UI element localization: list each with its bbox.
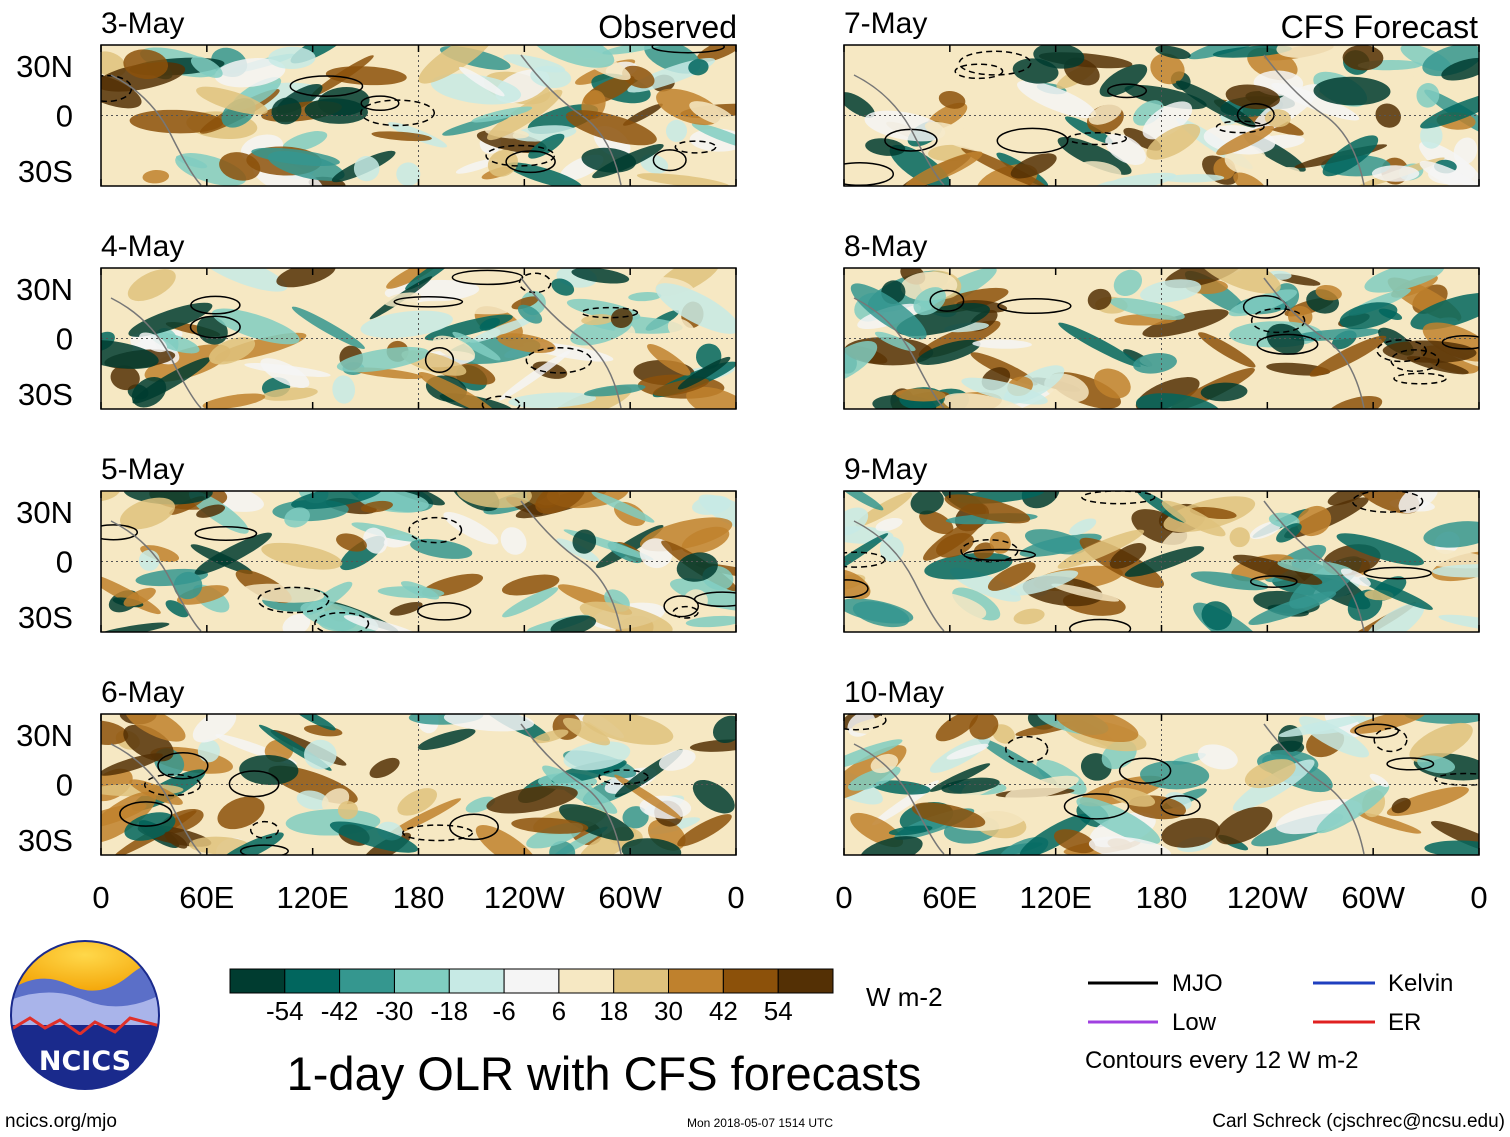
colorbar-swatch <box>284 968 341 994</box>
y-tick-label: 0 <box>56 322 73 357</box>
x-tick-label: 60W <box>1341 880 1405 915</box>
map-panel-4-May: 4-May 30N 0 30S <box>16 230 737 412</box>
legend-label-er: ER <box>1388 1009 1421 1036</box>
x-tick-label: 120W <box>484 880 566 915</box>
colorbar-tick-label: -30 <box>376 996 414 1026</box>
y-tick-label: 0 <box>56 768 73 803</box>
y-tick-label: 30N <box>16 718 73 753</box>
contour-legend: MJO Kelvin Low ER Contours every 12 W m-… <box>1085 970 1453 1074</box>
y-tick-label: 30N <box>16 495 73 530</box>
forecast-column-header: CFS Forecast <box>1281 9 1478 45</box>
ncics-logo: NCICS <box>10 940 160 1090</box>
y-tick-label: 30S <box>18 154 73 189</box>
x-tick-label: 0 <box>92 880 109 915</box>
colorbar-tick-label: 6 <box>552 996 566 1026</box>
colorbar-tick-label: 42 <box>709 996 738 1026</box>
colorbar-tick-label: -54 <box>266 996 304 1026</box>
x-tick-label: 0 <box>835 880 852 915</box>
colorbar-tick-label: 30 <box>654 996 683 1026</box>
panel-date-label: 10-May <box>844 676 944 709</box>
footer-website: ncics.org/mjo <box>5 1111 117 1132</box>
map-panel-3-May: 3-May 30N 0 30S <box>16 7 737 189</box>
panel-date-label: 3-May <box>101 7 184 40</box>
contour-note: Contours every 12 W m-2 <box>1085 1047 1358 1074</box>
colorbar-tick-label: -18 <box>431 996 469 1026</box>
map-panel-5-May: 5-May 30N 0 30S <box>16 453 737 635</box>
panel-date-label: 9-May <box>844 453 927 486</box>
map-panel-7-May: 7-May <box>843 7 1480 187</box>
legend-label-low: Low <box>1172 1009 1217 1036</box>
x-tick-label: 60E <box>922 880 977 915</box>
map-panel-9-May: 9-May <box>843 453 1480 633</box>
y-tick-label: 30S <box>18 823 73 858</box>
y-tick-label: 30N <box>16 272 73 307</box>
x-tick-label: 60W <box>598 880 662 915</box>
x-tick-label: 0 <box>1470 880 1487 915</box>
footer-timestamp: Mon 2018-05-07 1514 UTC <box>687 1116 833 1130</box>
x-tick-label: 0 <box>727 880 744 915</box>
legend-label-kelvin: Kelvin <box>1388 970 1453 997</box>
logo-text: NCICS <box>39 1046 131 1077</box>
chart-title: 1-day OLR with CFS forecasts <box>287 1047 922 1100</box>
x-tick-label: 60E <box>179 880 234 915</box>
x-tick-label: 120W <box>1227 880 1309 915</box>
colorbar-tick-label: 18 <box>599 996 628 1026</box>
panel-date-label: 7-May <box>844 7 927 40</box>
map-panel-10-May: 10-May <box>843 676 1480 856</box>
footer-credit: Carl Schreck (cjschrec@ncsu.edu) <box>1212 1111 1505 1132</box>
colorbar-swatch <box>448 968 505 994</box>
map-panel-8-May: 8-May <box>843 230 1480 410</box>
y-tick-label: 30S <box>18 377 73 412</box>
map-panel-6-May: 6-May 30N 0 30S <box>16 676 737 858</box>
panel-date-label: 5-May <box>101 453 184 486</box>
colorbar-swatch <box>339 968 395 994</box>
x-tick-label: 180 <box>1136 880 1188 915</box>
x-tick-label: 120E <box>276 880 348 915</box>
colorbar-units: W m-2 <box>866 982 943 1012</box>
legend-label-mjo: MJO <box>1172 970 1223 997</box>
x-axis-tick-labels: 0 60E 120E 180 120W 60W 0 0 60E 120E 180 120W 60W 0 <box>92 880 1487 915</box>
y-tick-label: 30N <box>16 49 73 84</box>
y-tick-label: 30S <box>18 600 73 635</box>
colorbar-tick-label: -42 <box>321 996 359 1026</box>
colorbar-tick-label: 54 <box>764 996 793 1026</box>
observed-column-header: Observed <box>598 9 737 45</box>
colorbar-swatch <box>668 968 724 994</box>
y-tick-label: 0 <box>56 99 73 134</box>
colorbar-swatch <box>394 968 450 994</box>
colorbar-tick-label: -6 <box>493 996 516 1026</box>
panel-date-label: 4-May <box>101 230 184 263</box>
colorbar-swatch <box>503 968 560 994</box>
colorbar-swatch <box>229 968 286 994</box>
x-tick-label: 120E <box>1019 880 1091 915</box>
panel-date-label: 6-May <box>101 676 184 709</box>
colorbar-swatch <box>613 968 670 994</box>
panel-date-label: 8-May <box>844 230 927 263</box>
colorbar: -54 -42 -30 -18 -6 6 18 30 42 54 <box>229 968 834 1026</box>
colorbar-swatch <box>722 968 779 994</box>
colorbar-swatch <box>777 968 834 994</box>
panel-grid: 3-May30N030S4-May30N030S5-May30N030S6-Ma… <box>16 7 1480 858</box>
x-tick-label: 180 <box>393 880 445 915</box>
colorbar-swatch <box>558 968 615 994</box>
y-tick-label: 0 <box>56 545 73 580</box>
